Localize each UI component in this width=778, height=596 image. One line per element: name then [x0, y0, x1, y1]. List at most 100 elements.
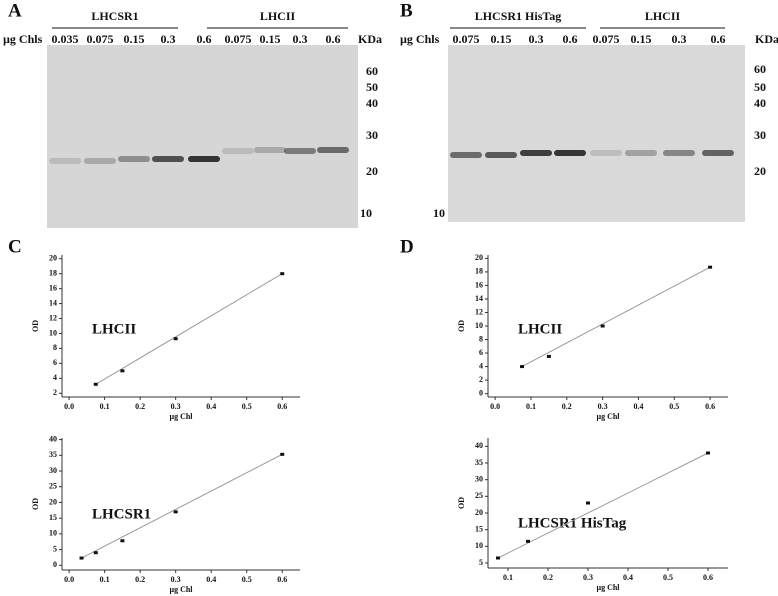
x-tick-label: 0.3	[598, 402, 608, 411]
x-tick-label: 0.5	[242, 575, 252, 584]
point	[526, 539, 530, 543]
mw-header: KDa	[755, 32, 778, 46]
y-tick-label: 14	[475, 294, 483, 303]
y-tick-label: 30	[49, 466, 57, 475]
y-tick-label: 35	[475, 458, 483, 467]
y-tick-label: 5	[479, 558, 483, 567]
x-tick-label: 0.5	[669, 402, 679, 411]
y-tick-label: 10	[49, 529, 57, 538]
y-tick-label: 2	[53, 388, 57, 397]
lane-label: 0.3	[672, 32, 687, 46]
band	[702, 150, 734, 156]
point	[93, 551, 98, 555]
band	[663, 150, 695, 156]
band	[84, 158, 116, 164]
y-tick-label: 8	[479, 334, 483, 343]
y-tick-label: 15	[49, 513, 57, 522]
point	[280, 272, 285, 276]
band	[222, 148, 254, 154]
band	[450, 152, 482, 158]
point	[708, 265, 713, 269]
lane-label: 0.15	[631, 32, 652, 46]
band	[118, 156, 150, 162]
mw-header: KDa	[358, 32, 382, 46]
x-axis-label: µg Chl	[596, 583, 620, 592]
lane-label: 0.075	[453, 32, 480, 46]
band	[485, 152, 517, 158]
x-tick-label: 0.3	[583, 573, 593, 582]
band	[254, 147, 286, 153]
y-tick-label: 18	[49, 269, 57, 278]
point	[120, 369, 125, 373]
mw-marker: 30	[366, 128, 378, 142]
lane-label: 0.15	[124, 32, 145, 46]
chart-title: LHCII	[518, 321, 562, 337]
lane-label: 0.3	[161, 32, 176, 46]
y-tick-label: 20	[475, 253, 483, 262]
point	[93, 382, 98, 386]
y-tick-label: 0	[479, 388, 483, 397]
panel-label: D	[400, 236, 414, 257]
y-tick-label: 20	[475, 508, 483, 517]
y-tick-label: 20	[49, 254, 57, 263]
lane-label: 0.075	[593, 32, 620, 46]
point	[173, 510, 178, 514]
x-tick-label: 0.0	[64, 402, 74, 411]
point	[280, 452, 285, 456]
band	[590, 150, 622, 156]
y-axis-label: OD	[457, 497, 466, 509]
y-tick-label: 18	[475, 267, 483, 276]
x-tick-label: 0.4	[633, 402, 643, 411]
point	[173, 337, 178, 341]
x-axis-label: µg Chl	[169, 585, 193, 594]
y-tick-label: 14	[49, 298, 57, 307]
x-tick-label: 0.1	[100, 402, 110, 411]
y-tick-label: 0	[53, 560, 57, 569]
y-tick-label: 40	[49, 434, 57, 443]
point	[706, 451, 710, 455]
y-tick-label: 6	[479, 348, 483, 357]
y-tick-label: 8	[53, 343, 57, 352]
chart-title: LHCSR1	[92, 506, 151, 522]
band	[625, 150, 657, 156]
band	[49, 158, 81, 164]
x-tick-label: 0.3	[171, 402, 181, 411]
chart-title: LHCSR1 HisTag	[518, 515, 627, 531]
mw-marker: 30	[754, 128, 766, 142]
lane-label: 0.6	[563, 32, 578, 46]
mw-marker: 40	[366, 96, 378, 110]
y-tick-label: 10	[475, 541, 483, 550]
x-tick-label: 0.1	[526, 402, 536, 411]
band	[284, 148, 316, 154]
mw-marker: 20	[754, 164, 766, 178]
panel-label: B	[400, 0, 413, 21]
group-label: LHCII	[260, 9, 296, 23]
gel-b	[448, 45, 745, 222]
x-tick-label: 0.2	[135, 575, 145, 584]
fit-line	[497, 452, 709, 559]
y-tick-label: 16	[475, 280, 483, 289]
y-tick-label: 12	[49, 313, 57, 322]
y-tick-label: 4	[53, 373, 57, 382]
x-tick-label: 0.4	[623, 573, 633, 582]
band	[520, 150, 552, 156]
y-tick-label: 2	[479, 375, 483, 384]
lane-label: 0.6	[326, 32, 341, 46]
point	[546, 354, 551, 358]
band	[152, 156, 184, 162]
lane-header: µg Chls	[400, 32, 440, 46]
mw-marker: 60	[366, 64, 378, 78]
x-tick-label: 0.4	[206, 402, 216, 411]
lane-label: 0.075	[87, 32, 114, 46]
fit-line	[81, 453, 283, 559]
x-tick-label: 0.2	[562, 402, 572, 411]
y-tick-label: 35	[49, 450, 57, 459]
x-tick-label: 0.2	[135, 402, 145, 411]
x-tick-label: 0.6	[277, 575, 287, 584]
x-tick-label: 0.0	[490, 402, 500, 411]
mw-marker: 50	[366, 80, 378, 94]
y-tick-label: 5	[53, 544, 57, 553]
y-tick-label: 20	[49, 497, 57, 506]
y-axis-label: OD	[457, 320, 466, 332]
